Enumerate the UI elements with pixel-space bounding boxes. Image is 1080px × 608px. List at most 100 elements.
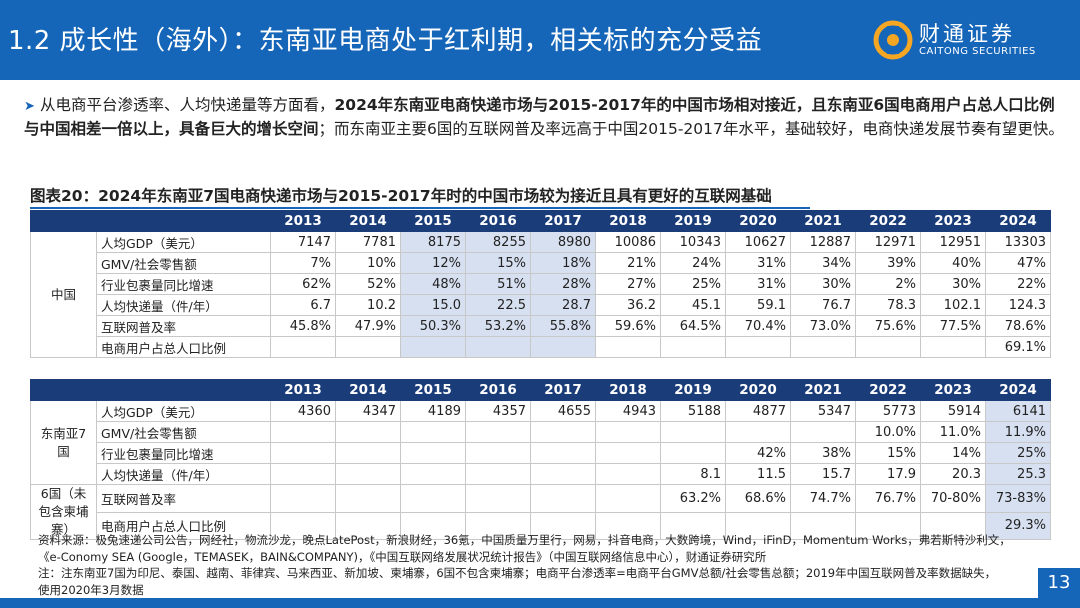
- data-cell: [465, 511, 531, 540]
- data-cell: [530, 484, 596, 513]
- data-cell: [595, 421, 661, 443]
- data-cell: [400, 421, 466, 443]
- data-cell: 62%: [270, 273, 336, 295]
- data-cell: 53.2%: [465, 315, 531, 337]
- sea-table: 2013 2014 2015 2016 2017 2018 2019 2020 …: [30, 379, 1051, 540]
- data-cell: 50.3%: [400, 315, 466, 337]
- data-cell: 15.0: [400, 294, 466, 316]
- logo-en-text: CAITONG SECURITIES: [919, 46, 1036, 57]
- year-header: 2018: [595, 210, 661, 232]
- table-row: 电商用户占总人口比例 29.3%: [31, 511, 1051, 540]
- year-header: 2017: [530, 379, 596, 401]
- header-blank-cell: [96, 210, 271, 232]
- header-bar: 1.2 成长性（海外）：东南亚电商处于红利期，相关标的充分受益 财通证券 CAI…: [0, 0, 1080, 80]
- year-header: 2020: [725, 379, 791, 401]
- data-cell: 11.9%: [985, 421, 1051, 443]
- table-header-row: 2013 2014 2015 2016 2017 2018 2019 2020 …: [30, 210, 1051, 232]
- year-header: 2018: [595, 379, 661, 401]
- data-cell: 4655: [530, 400, 596, 422]
- data-cell: 40%: [920, 252, 986, 274]
- data-cell: 2%: [855, 273, 921, 295]
- page-number: 13: [1038, 568, 1080, 598]
- data-cell: 22.5: [465, 294, 531, 316]
- data-cell: 5914: [920, 400, 986, 422]
- data-cell: [660, 442, 726, 464]
- year-header: 2023: [920, 379, 986, 401]
- data-cell: 78.3: [855, 294, 921, 316]
- data-cell: 15%: [855, 442, 921, 464]
- data-cell: [270, 421, 336, 443]
- source-note-line: 《e-Conomy SEA (Google，TEMASEK，BAIN&COMPA…: [38, 549, 767, 564]
- row-label: 行业包裹量同比增速: [96, 442, 271, 464]
- row-label: 人均快递量（件/年）: [96, 294, 271, 316]
- data-cell: 75.6%: [855, 315, 921, 337]
- data-cell: 124.3: [985, 294, 1051, 316]
- data-cell: [660, 336, 726, 358]
- year-header: 2019: [660, 210, 726, 232]
- logo-text: 财通证券 CAITONG SECURITIES: [919, 22, 1036, 58]
- data-cell: 10.0%: [855, 421, 921, 443]
- data-cell: 68.6%: [725, 484, 791, 513]
- table-row: GMV/社会零售额 10.0% 11.0% 11.9%: [31, 421, 1051, 443]
- data-cell: [790, 421, 856, 443]
- year-header: 2022: [855, 210, 921, 232]
- data-cell: 39%: [855, 252, 921, 274]
- year-header: 2016: [465, 379, 531, 401]
- data-cell: [400, 511, 466, 540]
- data-cell: 74.7%: [790, 484, 856, 513]
- year-header: 2021: [790, 210, 856, 232]
- data-cell: 12%: [400, 252, 466, 274]
- bullet-text-bold: 2024年东南亚电商快递市场与2015-2017年的中国市场相对接近，且东南亚6…: [24, 96, 1055, 138]
- data-cell: [725, 421, 791, 443]
- data-cell: 20.3: [920, 463, 986, 485]
- data-cell: 48%: [400, 273, 466, 295]
- data-cell: 8.1: [660, 463, 726, 485]
- data-cell: 7%: [270, 252, 336, 274]
- data-cell: 63.2%: [660, 484, 726, 513]
- data-cell: [790, 336, 856, 358]
- data-cell: 14%: [920, 442, 986, 464]
- data-cell: [920, 511, 986, 540]
- data-cell: 73.0%: [790, 315, 856, 337]
- table-row: GMV/社会零售额 7% 10% 12% 15% 18% 21% 24% 31% 34% 39% 40…: [31, 252, 1051, 274]
- data-cell: 31%: [725, 252, 791, 274]
- data-cell: 12887: [790, 231, 856, 253]
- table-row: 电商用户占总人口比例 69.1%: [31, 336, 1051, 358]
- data-cell: [270, 511, 336, 540]
- data-cell: 28.7: [530, 294, 596, 316]
- arrow-bullet-icon: ➤: [24, 99, 35, 114]
- table-row: 中国 人均GDP（美元） 7147 7781 8175 8255 8980 10086 1034…: [30, 231, 1051, 358]
- year-header: 2015: [400, 379, 466, 401]
- table-row: 6国（未包含柬埔寨） 互联网普及率 63.2% 68.6% 74.7% 76.7% 70-8…: [30, 484, 1051, 540]
- year-header: 2024: [985, 210, 1051, 232]
- year-header: 2016: [465, 210, 531, 232]
- data-cell: 59.6%: [595, 315, 661, 337]
- data-cell: 21%: [595, 252, 661, 274]
- data-cell: 30%: [920, 273, 986, 295]
- data-cell: 15.7: [790, 463, 856, 485]
- data-cell: 10343: [660, 231, 726, 253]
- data-cell: 22%: [985, 273, 1051, 295]
- logo-icon: [873, 20, 913, 60]
- data-cell: [465, 463, 531, 485]
- footnotes: 资料来源：极兔速递公司公告，网经社，物流沙龙，晚点LatePost，新浪财经，3…: [38, 532, 1038, 598]
- group-label-sea6: 6国（未包含柬埔寨）: [30, 484, 97, 540]
- data-cell: [335, 336, 401, 358]
- year-header: 2022: [855, 379, 921, 401]
- data-cell: 24%: [660, 252, 726, 274]
- table-row: 人均快递量（件/年） 8.1 11.5 15.7 17.9 20.3 25.3: [31, 463, 1051, 485]
- data-cell: 29.3%: [985, 511, 1051, 540]
- data-cell: [595, 484, 661, 513]
- data-cell: 70.4%: [725, 315, 791, 337]
- group-label-china: 中国: [30, 231, 97, 358]
- table-row: 行业包裹量同比增速 62% 52% 48% 51% 28% 27% 25% 31% 30% 2% 30…: [31, 273, 1051, 295]
- data-cell: 59.1: [725, 294, 791, 316]
- data-cell: [400, 336, 466, 358]
- data-cell: 51%: [465, 273, 531, 295]
- data-cell: 31%: [725, 273, 791, 295]
- data-cell: 11.5: [725, 463, 791, 485]
- data-cell: 4877: [725, 400, 791, 422]
- table-row: 人均快递量（件/年） 6.7 10.2 15.0 22.5 28.7 36.2 45.1 59.…: [31, 294, 1051, 316]
- data-cell: 36.2: [595, 294, 661, 316]
- header-blank-cell: [30, 210, 97, 232]
